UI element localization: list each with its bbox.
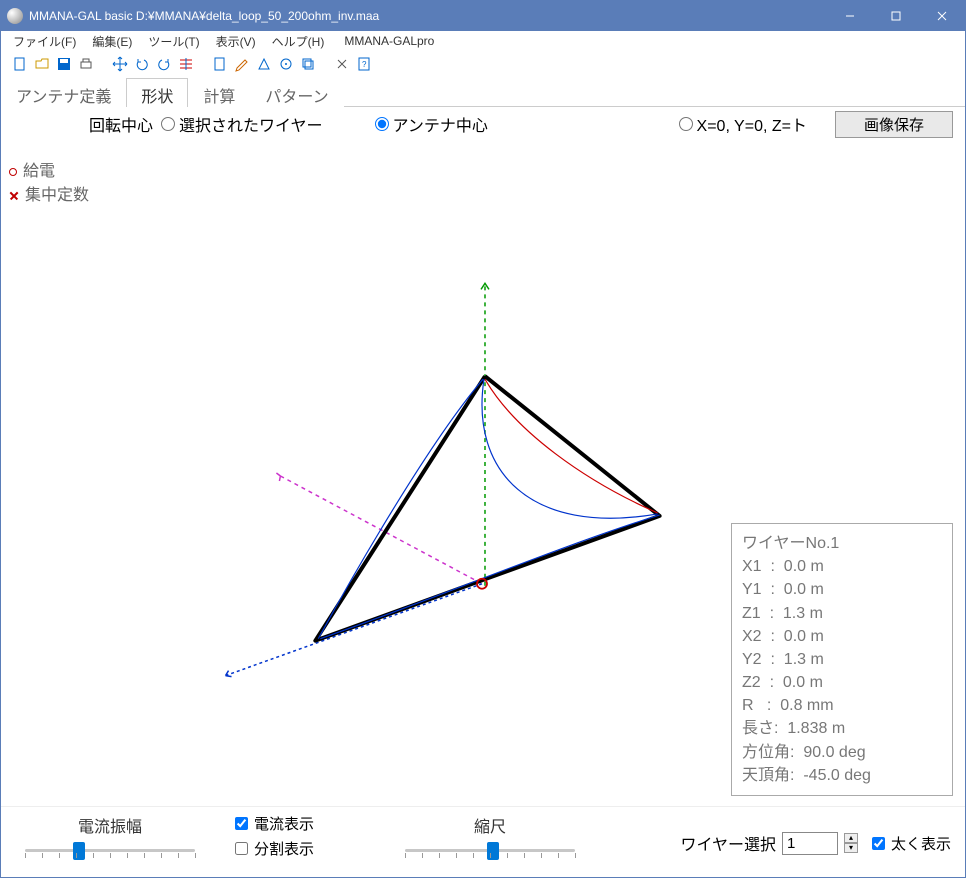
tools-icon[interactable]: [331, 53, 353, 75]
wire-select: ワイヤー選択 ▴▾ 太く表示: [585, 813, 951, 855]
wire-select-input[interactable]: [782, 832, 838, 855]
show-current-checkbox[interactable]: 電流表示: [235, 813, 314, 834]
info-row: Z1 : 1.3 m: [742, 602, 942, 625]
info-title: ワイヤーNo.1: [742, 532, 942, 555]
info-row: R : 0.8 mm: [742, 694, 942, 717]
menu-edit[interactable]: 編集(E): [84, 31, 140, 52]
tab-calc[interactable]: 計算: [188, 78, 250, 107]
radio-origin[interactable]: X=0, Y=0, Z=ト: [679, 112, 807, 136]
menu-pro[interactable]: MMANA-GALpro: [336, 32, 442, 50]
new-icon[interactable]: [9, 53, 31, 75]
info-row: Z2 : 0.0 m: [742, 671, 942, 694]
amplitude-slider[interactable]: [25, 839, 195, 861]
menubar: ファイル(F) 編集(E) ツール(T) 表示(V) ヘルプ(H) MMANA-…: [1, 31, 965, 51]
svg-text:?: ?: [362, 60, 367, 69]
info-row: 長さ: 1.838 m: [742, 717, 942, 740]
center-controls: 回転中心 選択されたワイヤー アンテナ中心 X=0, Y=0, Z=ト 画像保存: [1, 107, 965, 141]
show-segments-checkbox[interactable]: 分割表示: [235, 838, 314, 859]
save-image-button[interactable]: 画像保存: [835, 111, 953, 138]
print-icon[interactable]: [75, 53, 97, 75]
tab-pattern[interactable]: パターン: [250, 78, 343, 107]
minimize-button[interactable]: [827, 1, 873, 31]
open-icon[interactable]: [31, 53, 53, 75]
info-row: X1 : 0.0 m: [742, 555, 942, 578]
toolbar: ?: [1, 51, 965, 77]
info-row: Y1 : 0.0 m: [742, 578, 942, 601]
menu-file[interactable]: ファイル(F): [5, 31, 84, 52]
save-icon[interactable]: [53, 53, 75, 75]
app-icon: [7, 8, 23, 24]
info-row: 天頂角: -45.0 deg: [742, 764, 942, 787]
scale-control: 縮尺: [395, 813, 585, 861]
titlebar: MMANA-GAL basic D:¥MMANA¥delta_loop_50_2…: [1, 1, 965, 31]
window-title: MMANA-GAL basic D:¥MMANA¥delta_loop_50_2…: [29, 9, 827, 23]
tab-antenna-def[interactable]: アンテナ定義: [1, 78, 126, 107]
thick-display-checkbox[interactable]: 太く表示: [872, 833, 951, 854]
grid-icon[interactable]: [175, 53, 197, 75]
scale-label: 縮尺: [474, 813, 506, 837]
wire-select-label: ワイヤー選択: [680, 831, 776, 855]
tab-shape[interactable]: 形状: [126, 78, 188, 107]
bottom-bar: 電流振幅 電流表示 分割表示 縮尺 ワイヤー選択 ▴▾ 太く表示: [1, 806, 965, 876]
tabs: アンテナ定義 形状 計算 パターン: [1, 77, 965, 107]
target-icon[interactable]: [275, 53, 297, 75]
radio-antenna-center[interactable]: アンテナ中心: [375, 112, 488, 136]
undo-icon[interactable]: [131, 53, 153, 75]
menu-view[interactable]: 表示(V): [208, 31, 264, 52]
menu-help[interactable]: ヘルプ(H): [264, 31, 333, 52]
display-checks: 電流表示 分割表示: [235, 813, 365, 863]
info-row: 方位角: 90.0 deg: [742, 741, 942, 764]
page-icon[interactable]: [209, 53, 231, 75]
scale-slider[interactable]: [405, 839, 575, 861]
info-row: Y2 : 1.3 m: [742, 648, 942, 671]
triangle-icon[interactable]: [253, 53, 275, 75]
maximize-button[interactable]: [873, 1, 919, 31]
wire-select-spinner[interactable]: ▴▾: [844, 833, 858, 853]
info-row: X2 : 0.0 m: [742, 625, 942, 648]
help-icon[interactable]: ?: [353, 53, 375, 75]
stack-icon[interactable]: [297, 53, 319, 75]
edit-icon[interactable]: [231, 53, 253, 75]
redo-icon[interactable]: [153, 53, 175, 75]
wire-info-panel: ワイヤーNo.1 X1 : 0.0 m Y1 : 0.0 m Z1 : 1.3 …: [731, 523, 953, 796]
move-icon[interactable]: [109, 53, 131, 75]
amplitude-control: 電流振幅: [15, 813, 205, 861]
rotation-center-label: 回転中心: [89, 112, 153, 136]
amplitude-label: 電流振幅: [78, 813, 142, 837]
close-button[interactable]: [919, 1, 965, 31]
menu-tools[interactable]: ツール(T): [140, 31, 207, 52]
radio-selected-wire[interactable]: 選択されたワイヤー: [161, 112, 323, 136]
canvas-area: 給電 集中定数 ワイヤーNo.1 X1 : 0.0 m Y1 : 0.0 m Z…: [1, 141, 965, 806]
